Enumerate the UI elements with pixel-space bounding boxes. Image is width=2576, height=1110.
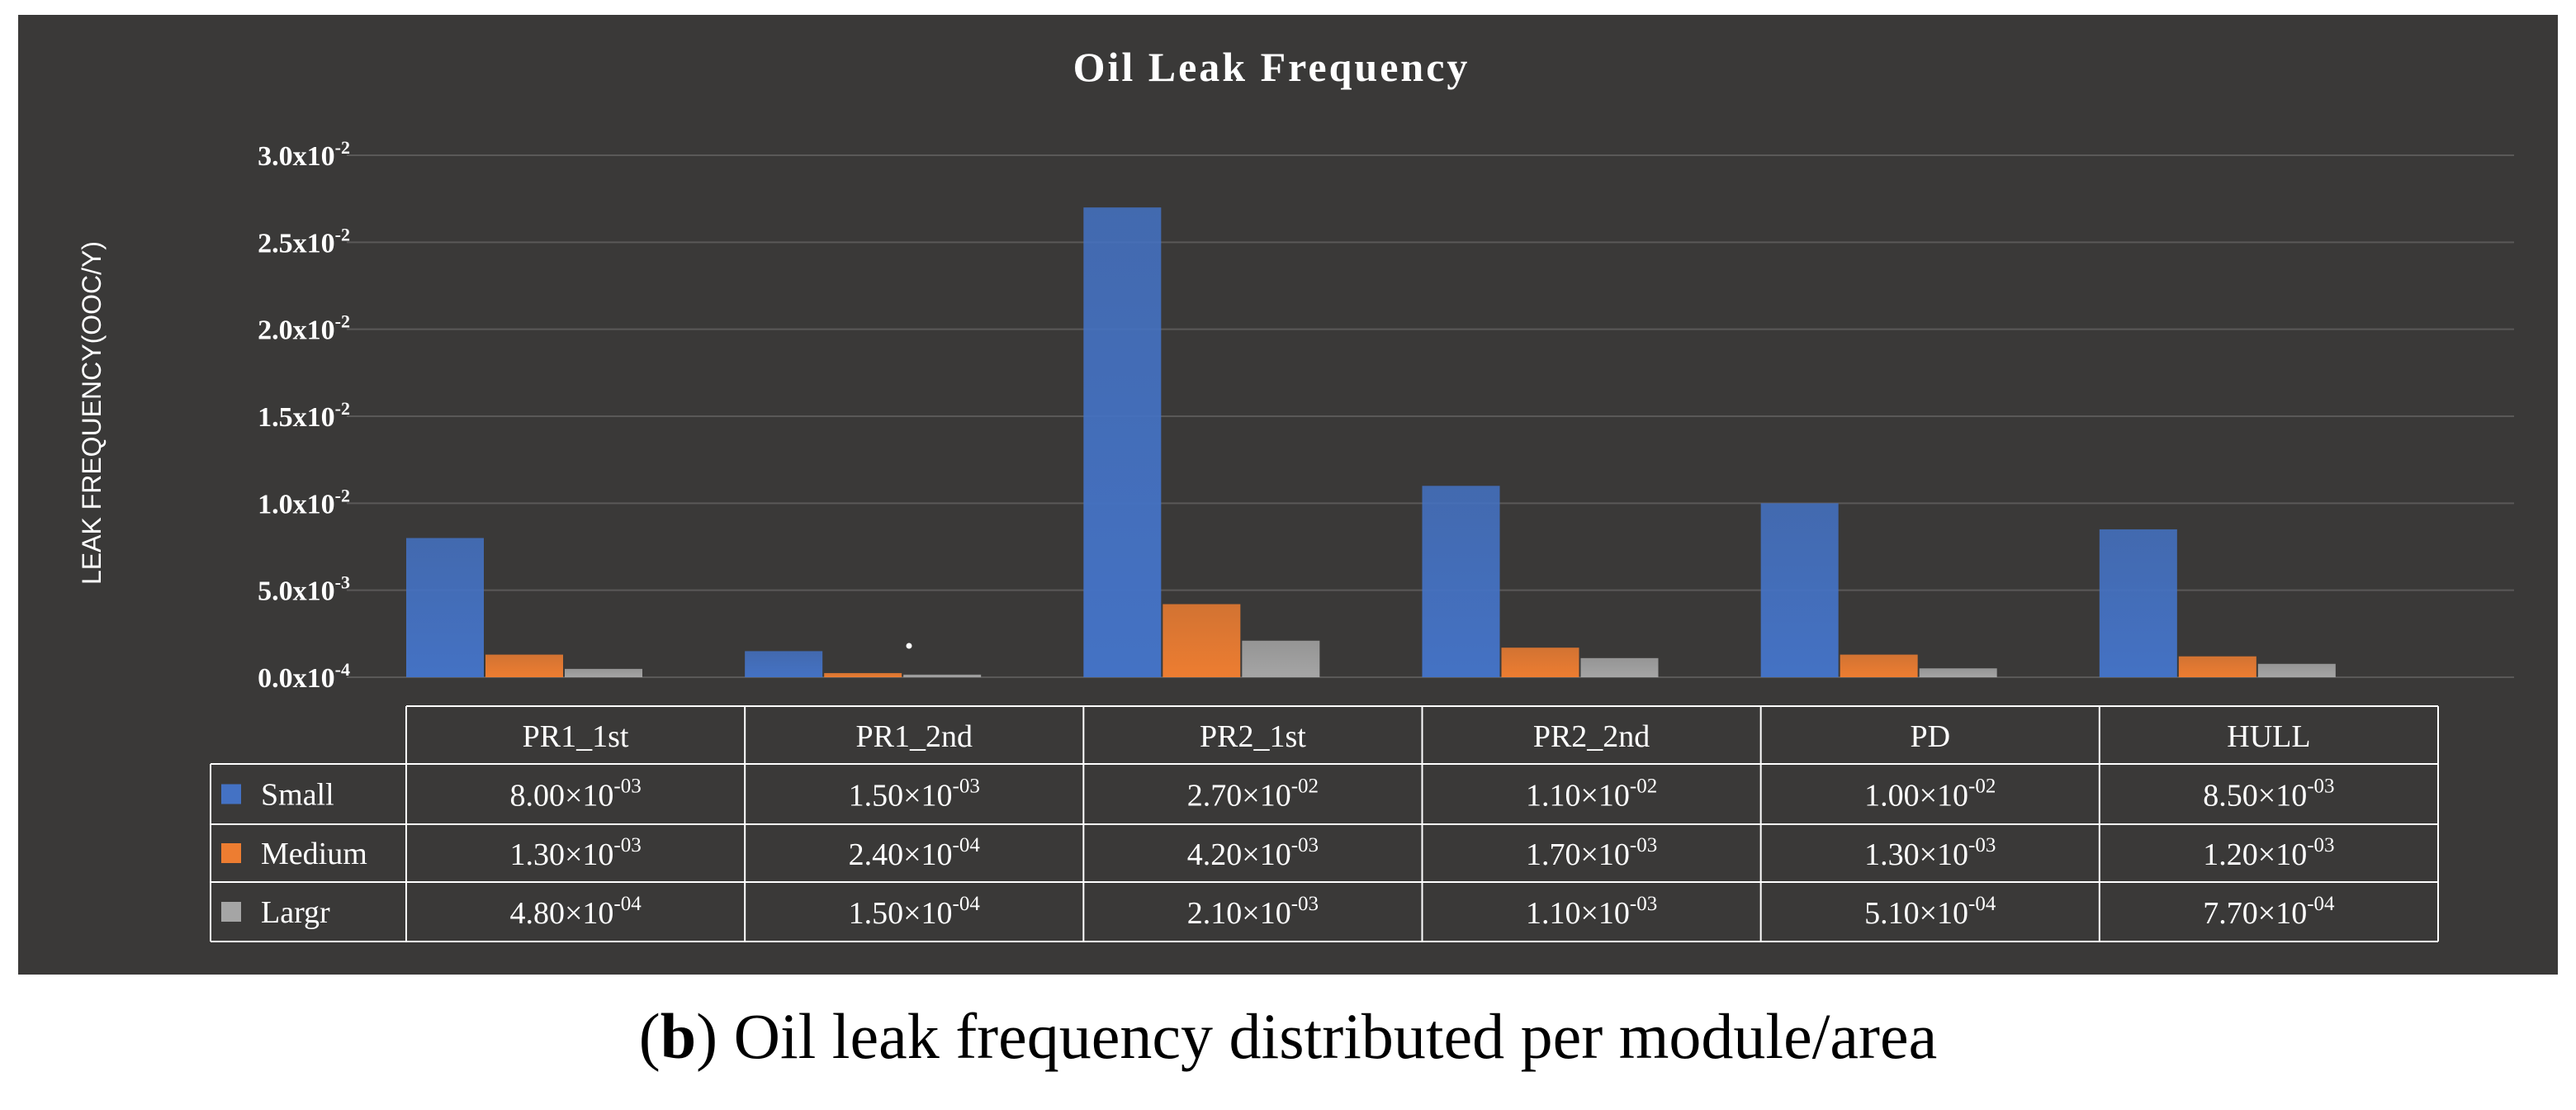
legend-label: Medium <box>261 837 367 871</box>
y-tick-label: 3.0x10-2 <box>258 137 350 172</box>
bar-largr-hull <box>2257 663 2336 677</box>
bars <box>406 207 2336 677</box>
data-table: PR1_1st PR1_2nd PR2_1st PR2_2nd PD HULL Small 8… <box>210 705 2439 942</box>
caption-label: b <box>660 1000 697 1072</box>
category-label: PR1_1st <box>523 719 629 754</box>
category-label: PD <box>1910 719 1950 754</box>
legend-swatch-medium <box>221 843 241 863</box>
bar-small-pr1_1st <box>406 538 484 677</box>
caption-text: Oil leak frequency distributed per modul… <box>733 1000 1938 1072</box>
y-tick-label: 0.0x10-4 <box>258 659 350 694</box>
y-axis-label: LEAK FREQUENCY(OOC/Y) <box>77 241 107 585</box>
y-tick-label: 2.5x10-2 <box>258 224 350 259</box>
data-label: 8.00×10-03 <box>509 776 641 814</box>
bar-small-pd <box>1760 503 1839 677</box>
bar-medium-pr1_2nd <box>824 672 902 677</box>
y-tick-label: 5.0x10-3 <box>258 572 350 607</box>
figure-caption: (b) Oil leak frequency distributed per m… <box>638 1000 1938 1072</box>
chart-background <box>18 15 2558 975</box>
chart-title: Oil Leak Frequency <box>1073 44 1470 90</box>
category-label: PR1_2nd <box>856 719 973 754</box>
category-label: PR2_2nd <box>1533 719 1650 754</box>
y-tick-labels: 3.0x10-2 2.5x10-2 2.0x10-2 1.5x10-2 1.0x10-2… <box>258 137 350 694</box>
bar-medium-hull <box>2178 656 2256 677</box>
bar-largr-pd <box>1919 668 1997 677</box>
bar-small-pr2_1st <box>1083 207 1162 677</box>
bar-largr-pr2_1st <box>1242 640 1320 677</box>
category-label: PR2_1st <box>1200 719 1306 754</box>
data-label: 4.20×10-03 <box>1187 834 1319 872</box>
data-label: 1.20×10-03 <box>2203 834 2334 872</box>
data-label: 5.10×10-04 <box>1864 893 1996 931</box>
bar-medium-pr1_1st <box>485 654 563 677</box>
data-label: 8.50×10-03 <box>2203 776 2334 814</box>
legend-swatch-small <box>221 784 241 804</box>
bar-medium-pr2_2nd <box>1501 648 1579 677</box>
legend-label: Largr <box>261 895 330 930</box>
bar-largr-pr1_2nd <box>903 674 982 677</box>
bar-small-hull <box>2099 529 2177 677</box>
bar-medium-pd <box>1840 654 1918 677</box>
bar-medium-pr2_1st <box>1163 604 1241 677</box>
category-label: HULL <box>2227 719 2310 754</box>
y-tick-label: 1.5x10-2 <box>258 398 350 433</box>
y-tick-label: 2.0x10-2 <box>258 311 350 346</box>
legend-swatch-largr <box>221 902 241 922</box>
bar-small-pr2_2nd <box>1422 486 1500 677</box>
legend-label: Small <box>261 778 334 813</box>
data-label: 1.10×10-02 <box>1526 776 1657 814</box>
bar-largr-pr2_2nd <box>1580 657 1659 677</box>
y-tick-label: 1.0x10-2 <box>258 485 350 519</box>
marker-dot <box>906 643 912 649</box>
data-label: 1.50×10-04 <box>849 893 981 931</box>
bar-largr-pr1_1st <box>565 668 642 677</box>
bar-small-pr1_2nd <box>745 651 823 677</box>
